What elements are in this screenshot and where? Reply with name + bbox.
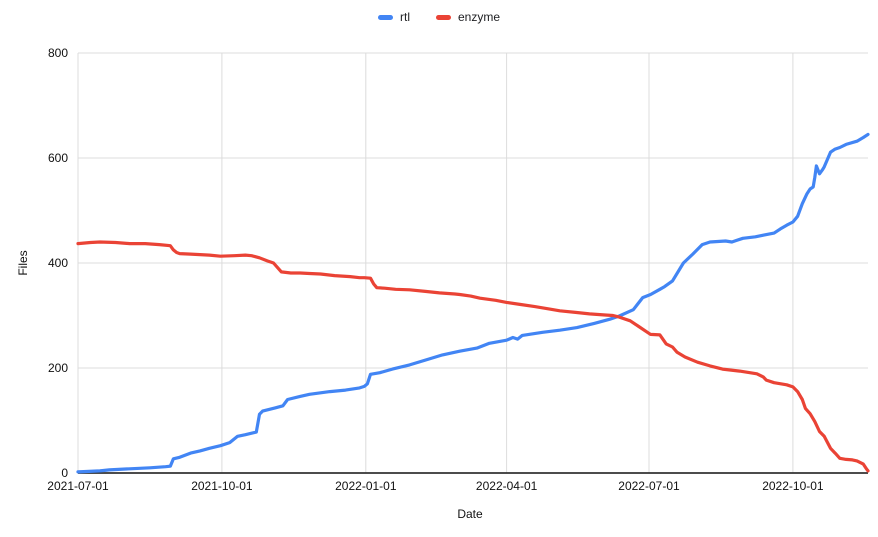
legend-item-enzyme[interactable]: enzyme bbox=[435, 10, 501, 24]
legend-label-rtl: rtl bbox=[399, 10, 410, 24]
legend: rtl enzyme bbox=[0, 10, 878, 24]
legend-swatch-rtl bbox=[377, 14, 393, 20]
x-axis-title: Date bbox=[457, 507, 483, 521]
series-line-rtl bbox=[76, 132, 870, 474]
legend-swatch-enzyme bbox=[435, 14, 451, 20]
legend-label-enzyme: enzyme bbox=[457, 10, 501, 24]
legend-item-rtl[interactable]: rtl bbox=[377, 10, 410, 24]
series-line-enzyme bbox=[76, 240, 870, 473]
